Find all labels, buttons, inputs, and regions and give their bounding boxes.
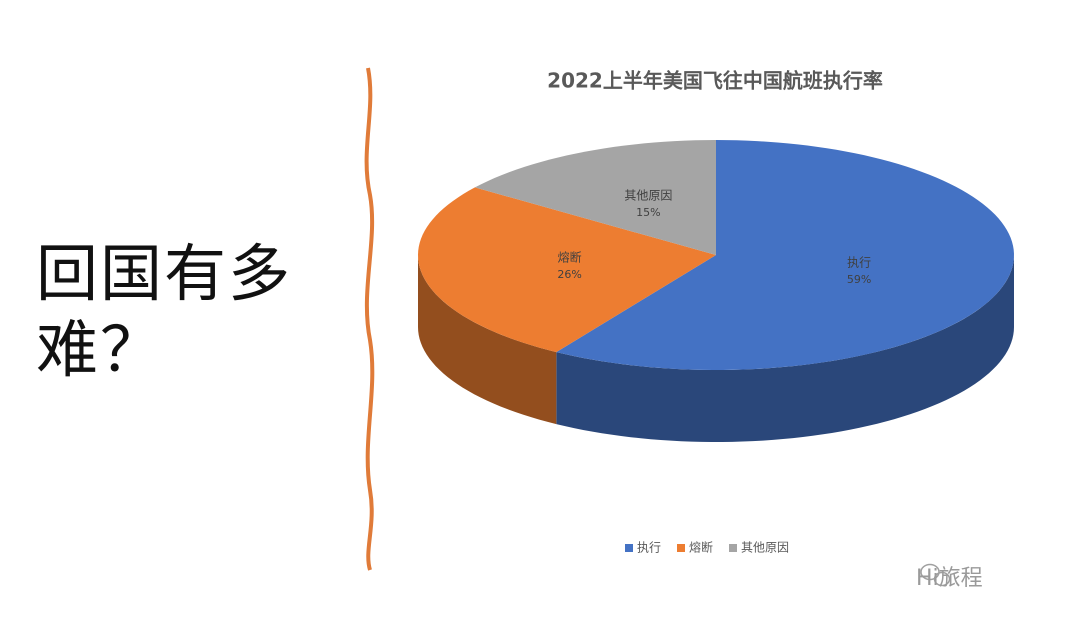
slice-label: 其他原因 [624, 188, 672, 202]
slice-label: 执行 [847, 256, 871, 270]
divider [364, 67, 375, 571]
value-label: 15% [636, 206, 660, 219]
legend-swatch [677, 544, 685, 552]
slide-heading: 回国有多难？ [36, 237, 293, 386]
watermark-icon [920, 563, 951, 587]
legend-label: 其他原因 [741, 541, 789, 555]
slice [474, 140, 716, 255]
legend-swatch [729, 544, 737, 552]
legend-label: 执行 [637, 541, 661, 555]
legend-swatch [625, 544, 633, 552]
slice-label: 熔断 [558, 249, 582, 264]
legend-label: 熔断 [689, 540, 713, 555]
value-label: 59% [847, 273, 871, 286]
chart-title: 2022上半年美国飞往中国航班执行率 [547, 69, 883, 93]
slice-side [418, 255, 557, 425]
value-label: 26% [557, 268, 581, 281]
slice-side [556, 255, 1014, 442]
slice [418, 187, 716, 353]
watermark: Hi旅程 [916, 566, 983, 591]
slice [556, 140, 1014, 370]
